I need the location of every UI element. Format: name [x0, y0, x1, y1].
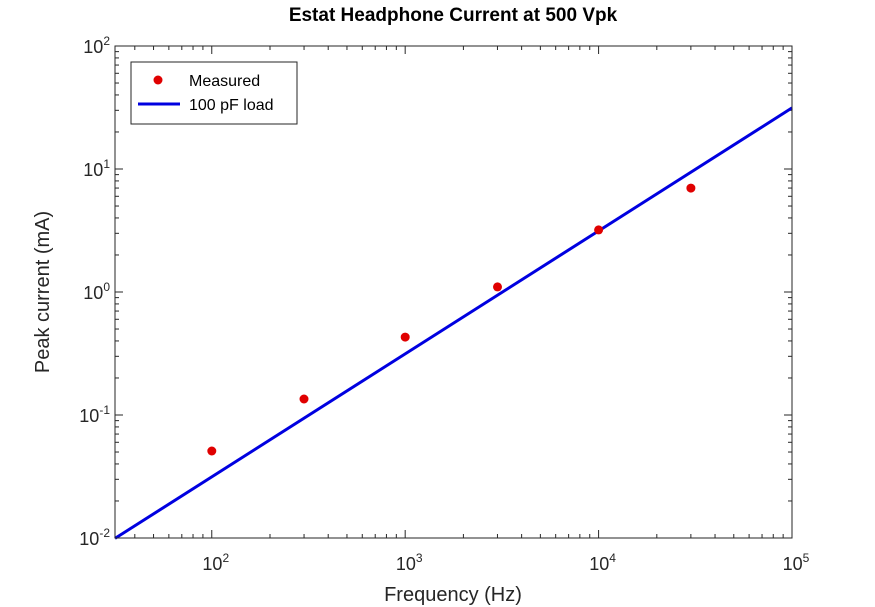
x-tick-label: 104 [589, 551, 616, 574]
x-tick-label: 105 [783, 551, 810, 574]
series-line-100pf [114, 106, 793, 540]
chart-title: Estat Headphone Current at 500 Vpk [289, 5, 618, 26]
measured-point [400, 332, 410, 342]
plot-content [114, 106, 793, 540]
y-tick-label: 10-2 [79, 526, 110, 549]
x-axis-label: Frequency (Hz) [384, 584, 522, 606]
measured-point [299, 394, 309, 404]
y-tick-label: 100 [83, 280, 110, 303]
plot-area [115, 46, 792, 538]
legend-label-measured: Measured [189, 73, 260, 90]
legend: Measured 100 pF load [130, 61, 298, 125]
y-tick-label: 102 [83, 34, 110, 57]
legend-marker-measured [153, 75, 163, 85]
x-tick-label: 102 [202, 551, 229, 574]
legend-box [130, 61, 298, 125]
measured-point [686, 183, 696, 193]
tick-labels: 102 103 104 105 10-2 10-1 100 101 102 [79, 34, 809, 574]
y-tick-label: 101 [83, 157, 110, 180]
plot-frame [114, 45, 793, 539]
y-tick-label: 10-1 [79, 403, 110, 426]
measured-point [493, 282, 502, 292]
measured-point [207, 446, 217, 456]
measured-point [594, 225, 604, 235]
x-tick-label: 103 [396, 551, 423, 574]
legend-label-100pf: 100 pF load [189, 97, 274, 114]
y-axis-label: Peak current (mA) [32, 211, 54, 373]
